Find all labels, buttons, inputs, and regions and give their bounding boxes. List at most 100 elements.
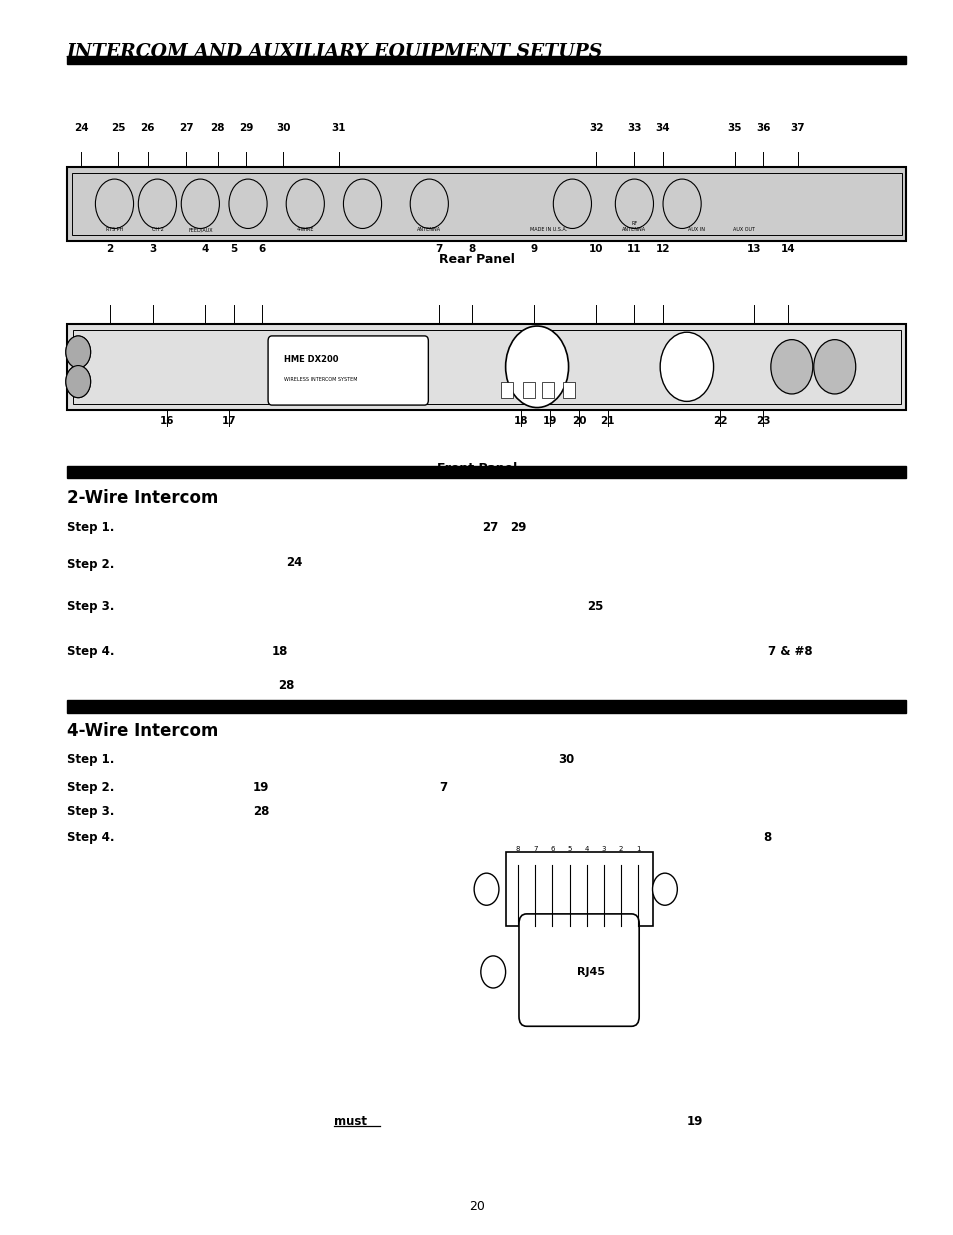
Text: 30: 30 — [275, 124, 291, 133]
Text: 3: 3 — [601, 846, 605, 852]
Text: 34: 34 — [655, 124, 670, 133]
FancyBboxPatch shape — [268, 336, 428, 405]
Text: 20: 20 — [571, 416, 586, 426]
Text: 8: 8 — [516, 846, 519, 852]
Text: 30: 30 — [558, 753, 574, 767]
Text: must: must — [334, 1115, 367, 1129]
Text: 31: 31 — [331, 124, 346, 133]
Circle shape — [770, 340, 812, 394]
Text: 11: 11 — [626, 245, 641, 254]
Text: Step 4.: Step 4. — [67, 831, 114, 845]
Text: 16: 16 — [159, 416, 174, 426]
Text: 22: 22 — [712, 416, 727, 426]
Text: 25: 25 — [111, 124, 126, 133]
Text: INTERCOM AND AUXILIARY EQUIPMENT SETUPS: INTERCOM AND AUXILIARY EQUIPMENT SETUPS — [67, 43, 602, 62]
Text: 1: 1 — [636, 846, 639, 852]
Text: 36: 36 — [755, 124, 770, 133]
Text: 33: 33 — [626, 124, 641, 133]
Text: 19: 19 — [253, 781, 269, 794]
Bar — [562, 382, 575, 398]
Text: 17: 17 — [221, 416, 236, 426]
Text: 2-Wire Intercom: 2-Wire Intercom — [67, 489, 218, 508]
Text: Step 1.: Step 1. — [67, 521, 114, 535]
Text: 8: 8 — [762, 831, 771, 845]
Bar — [522, 382, 535, 398]
Text: 2: 2 — [106, 245, 113, 254]
Text: 5: 5 — [230, 245, 237, 254]
Text: FEED/AUX: FEED/AUX — [188, 227, 213, 232]
Text: 6: 6 — [550, 846, 554, 852]
Text: 26: 26 — [140, 124, 155, 133]
Text: 4-WIRE: 4-WIRE — [296, 227, 314, 232]
Text: Step 2.: Step 2. — [67, 558, 114, 572]
Text: 4: 4 — [201, 245, 209, 254]
Text: 35: 35 — [726, 124, 741, 133]
Circle shape — [813, 340, 855, 394]
Text: RF
ANTENNA: RF ANTENNA — [621, 221, 646, 232]
Text: 7: 7 — [435, 245, 442, 254]
Text: MADE IN U.S.A.: MADE IN U.S.A. — [530, 227, 566, 232]
Text: 27: 27 — [481, 521, 497, 535]
Text: 21: 21 — [599, 416, 615, 426]
Text: 2: 2 — [618, 846, 622, 852]
Text: 29: 29 — [510, 521, 526, 535]
Text: 28: 28 — [253, 805, 269, 819]
Text: 20: 20 — [469, 1199, 484, 1213]
Text: 24: 24 — [286, 556, 302, 569]
Bar — [67, 700, 905, 713]
Text: RJ45: RJ45 — [577, 967, 605, 977]
Text: Step 3.: Step 3. — [67, 600, 114, 614]
Text: 13: 13 — [745, 245, 760, 254]
Text: AUX OUT: AUX OUT — [732, 227, 755, 232]
Circle shape — [66, 336, 91, 368]
Circle shape — [652, 873, 677, 905]
Text: 27: 27 — [178, 124, 193, 133]
Text: 28: 28 — [278, 679, 294, 693]
Bar — [67, 167, 905, 241]
Text: 7 & #8: 7 & #8 — [767, 645, 812, 658]
Text: 4-Wire Intercom: 4-Wire Intercom — [67, 722, 218, 741]
Text: CH 2: CH 2 — [152, 227, 163, 232]
Circle shape — [66, 336, 91, 368]
Text: 24: 24 — [73, 124, 89, 133]
Text: RTS PH: RTS PH — [106, 227, 123, 232]
Text: Step 1.: Step 1. — [67, 753, 114, 767]
Text: 8: 8 — [468, 245, 476, 254]
Text: 19: 19 — [542, 416, 558, 426]
Bar — [67, 324, 905, 410]
Circle shape — [66, 366, 91, 398]
Text: 14: 14 — [780, 245, 795, 254]
Text: 18: 18 — [513, 416, 528, 426]
Text: 10: 10 — [588, 245, 603, 254]
Circle shape — [66, 366, 91, 398]
Text: Step 4.: Step 4. — [67, 645, 114, 658]
Text: 37: 37 — [789, 124, 804, 133]
Bar — [67, 466, 905, 478]
Text: ANTENNA: ANTENNA — [416, 227, 441, 232]
Text: 6: 6 — [258, 245, 266, 254]
Text: WIRELESS INTERCOM SYSTEM: WIRELESS INTERCOM SYSTEM — [284, 377, 357, 382]
Circle shape — [480, 956, 505, 988]
Bar — [67, 56, 905, 64]
Text: 29: 29 — [238, 124, 253, 133]
Text: HME DX200: HME DX200 — [284, 354, 338, 364]
Text: 12: 12 — [655, 245, 670, 254]
Text: 32: 32 — [588, 124, 603, 133]
Text: 23: 23 — [755, 416, 770, 426]
Text: 19: 19 — [686, 1115, 702, 1129]
Bar — [541, 382, 554, 398]
Text: 5: 5 — [567, 846, 571, 852]
Text: 28: 28 — [210, 124, 225, 133]
Bar — [71, 173, 901, 235]
Circle shape — [505, 326, 568, 408]
Text: 7: 7 — [438, 781, 447, 794]
Bar — [72, 330, 900, 404]
Text: 18: 18 — [272, 645, 288, 658]
Bar — [505, 852, 653, 926]
Text: 4: 4 — [584, 846, 588, 852]
Circle shape — [659, 332, 713, 401]
Bar — [500, 382, 513, 398]
Text: Step 2.: Step 2. — [67, 781, 114, 794]
Text: 3: 3 — [149, 245, 156, 254]
Text: 7: 7 — [533, 846, 537, 852]
